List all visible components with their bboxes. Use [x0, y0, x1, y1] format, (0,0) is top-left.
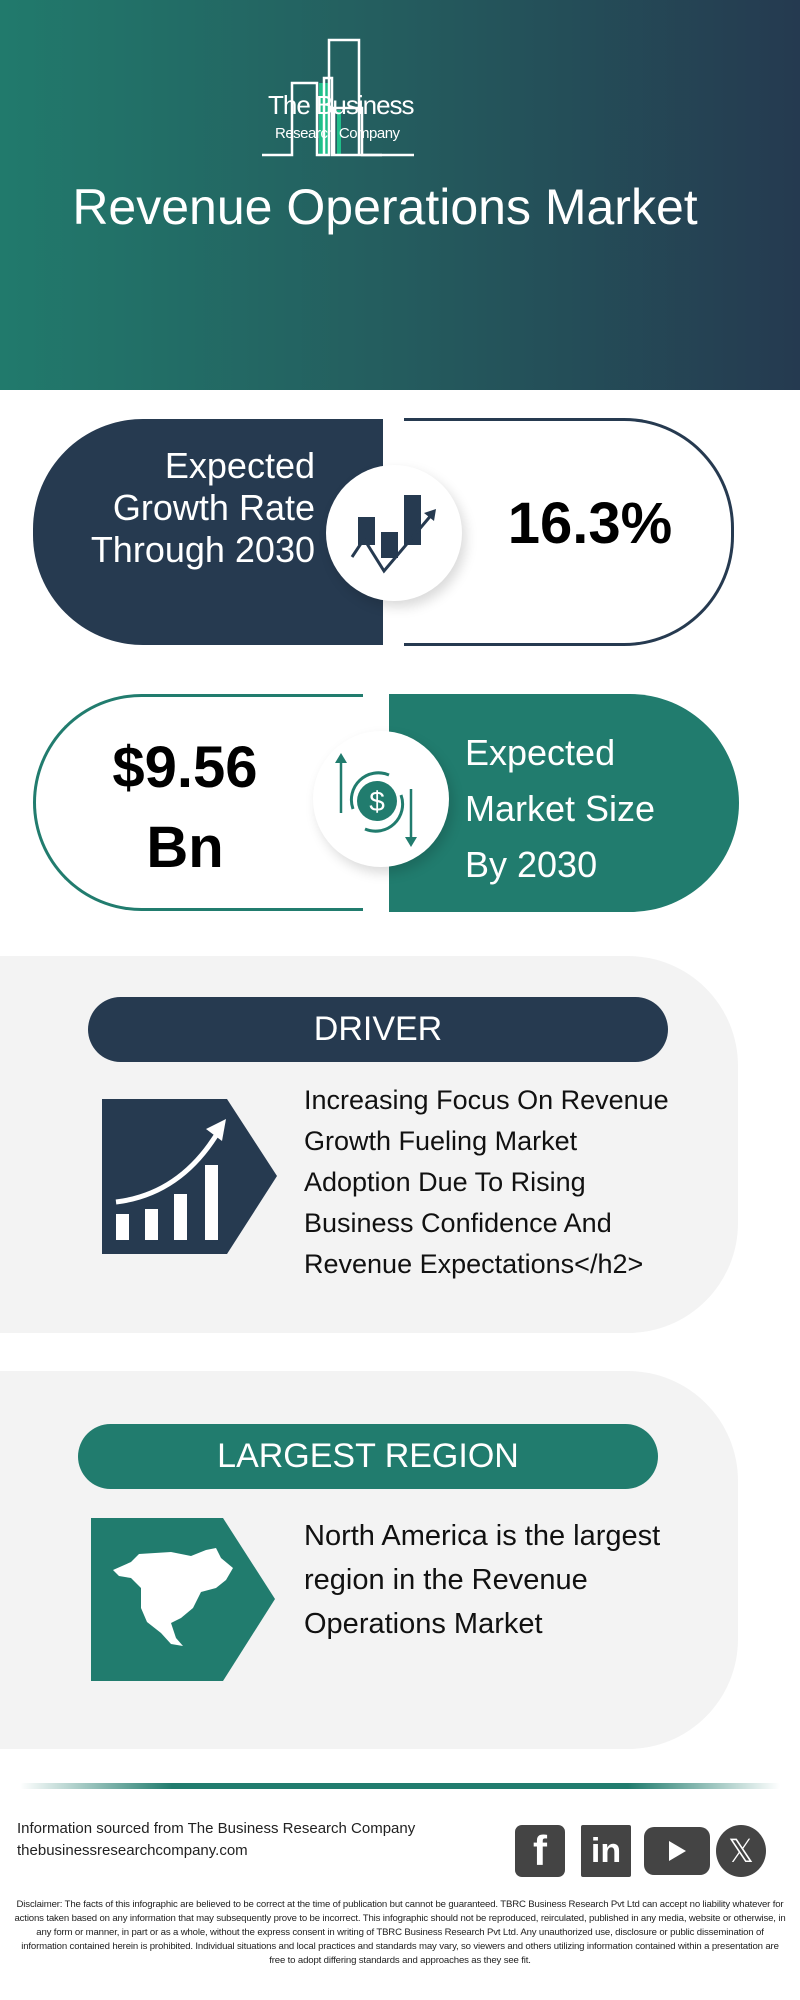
- disclaimer: Disclaimer: The facts of this infographi…: [14, 1899, 786, 1966]
- dollar-cycle-icon: $: [335, 753, 417, 847]
- region-text-line: region in the Revenue: [304, 1564, 588, 1596]
- growth-icon-circle: [326, 465, 462, 601]
- region-heading: LARGEST REGION: [78, 1424, 658, 1489]
- x-icon[interactable]: 𝕏: [716, 1825, 766, 1877]
- market-size-value: $9.56 Bn: [60, 728, 310, 888]
- driver-heading: DRIVER: [88, 997, 668, 1062]
- growth-label-line: Expected: [164, 445, 315, 486]
- source-text: Information sourced from The Business Re…: [17, 1820, 416, 1837]
- facebook-icon[interactable]: f: [515, 1825, 565, 1877]
- driver-text-line: Growth Fueling Market: [304, 1126, 578, 1156]
- region-text-line: Operations Market: [304, 1608, 543, 1640]
- growth-chart-icon: [350, 495, 436, 574]
- growth-label-line: Growth Rate: [112, 487, 315, 528]
- driver-text: Increasing Focus On Revenue Growth Fueli…: [304, 1080, 724, 1285]
- logo-text-line1: The Business: [268, 90, 415, 120]
- driver-text-line: Business Confidence And: [304, 1208, 612, 1238]
- growth-label-panel: [33, 419, 383, 645]
- page-title: Revenue Operations Market: [72, 179, 698, 235]
- company-logo: [262, 38, 414, 157]
- region-text-line: North America is the largest: [304, 1520, 661, 1552]
- header-banner: [0, 0, 800, 390]
- svg-text:$: $: [369, 786, 385, 817]
- growth-label-line: Through 2030: [90, 529, 315, 570]
- linkedin-icon[interactable]: in: [581, 1825, 631, 1877]
- driver-text-line: Revenue Expectations</h2>: [304, 1249, 644, 1279]
- bar-chart-arrow-icon: [102, 1099, 277, 1254]
- website-link[interactable]: thebusinessresearchcompany.com: [17, 1842, 248, 1859]
- growth-rate-value: 16.3%: [507, 491, 673, 556]
- market-size-label-line: By 2030: [465, 844, 598, 885]
- market-size-icon-circle: $: [313, 731, 449, 867]
- play-icon: [669, 1841, 686, 1861]
- market-size-value-line: $9.56: [112, 735, 258, 800]
- footer-divider: [20, 1783, 780, 1789]
- growth-value-panel: [404, 418, 734, 646]
- growth-label: Expected Growth Rate Through 2030: [40, 445, 315, 571]
- driver-text-line: Increasing Focus On Revenue: [304, 1085, 669, 1115]
- region-text: North America is the largest region in t…: [304, 1514, 744, 1646]
- youtube-icon[interactable]: [644, 1827, 710, 1875]
- driver-text-line: Adoption Due To Rising: [304, 1167, 586, 1197]
- north-america-map-icon: [91, 1518, 275, 1681]
- market-size-label-line: Market Size: [465, 788, 656, 829]
- logo-text-line2: Research Company: [275, 125, 400, 142]
- market-size-label: Expected Market Size By 2030: [465, 725, 655, 893]
- market-size-value-panel: [33, 694, 363, 911]
- market-size-label-line: Expected: [465, 732, 616, 773]
- market-size-value-line: Bn: [146, 815, 224, 880]
